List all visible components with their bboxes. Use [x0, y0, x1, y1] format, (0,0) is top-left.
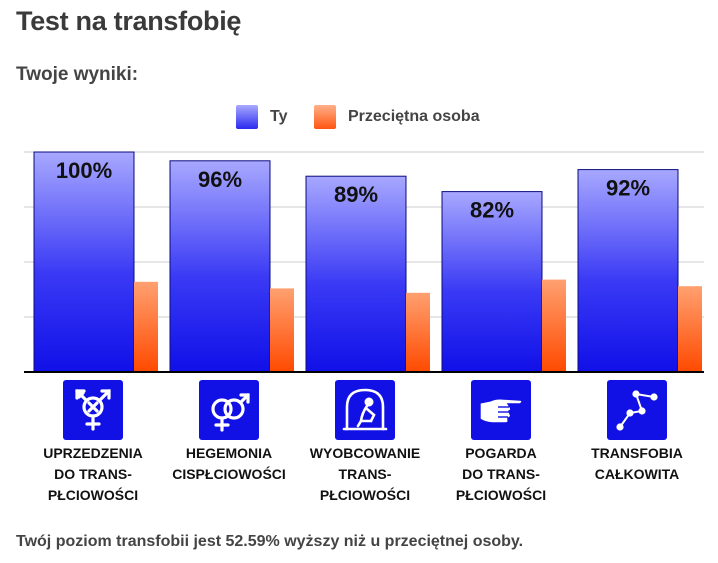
legend-swatch-you [236, 105, 258, 129]
bar-average-3 [406, 292, 430, 372]
legend-label-average: Przeciętna osoba [348, 108, 480, 125]
bar-you-value-3: 89% [334, 182, 378, 207]
bar-average-4 [542, 279, 566, 372]
bar-you-value-1: 100% [56, 158, 112, 183]
bar-you-4 [441, 191, 543, 373]
bar-average-1 [134, 281, 158, 372]
pointing-hand-icon [471, 380, 531, 440]
category-label-1: UPRZEDZENIA DO TRANS- PŁCIOWOŚCI [43, 445, 143, 503]
chart-gridlines [24, 151, 704, 318]
isolated-person-icon [335, 380, 395, 440]
summary-text: Twój poziom transfobii jest 52.59% wyższ… [16, 533, 524, 550]
bar-average-5 [678, 286, 702, 372]
bar-you-2 [169, 160, 271, 373]
category-label-2: HEGEMONIA CISPŁCIOWOŚCI [172, 445, 286, 482]
bar-you-value-5: 92% [606, 176, 650, 201]
bar-you-3 [305, 175, 407, 373]
bar-you-5 [577, 169, 679, 373]
chart-bars [33, 151, 702, 373]
page-title: Test na transfobię [16, 6, 242, 36]
bar-average-2 [270, 288, 294, 372]
bar-you-value-2: 96% [198, 167, 242, 192]
bar-you-1 [33, 151, 135, 373]
interlocked-gender-symbols-icon [199, 380, 259, 440]
constellation-icon [607, 380, 667, 440]
legend-item-average: Przeciętna osoba [314, 104, 480, 130]
category-label-5: TRANSFOBIA CAŁKOWITA [591, 445, 683, 482]
chart-legend: Ty Przeciętna osoba [0, 104, 718, 130]
legend-label-you: Ty [270, 108, 288, 125]
results-heading: Twoje wyniki: [16, 64, 139, 85]
chart-data-labels: 100% 96% 89% 82% 92% [56, 158, 650, 223]
legend-swatch-average [314, 105, 336, 129]
transgender-symbol-icon [63, 380, 123, 440]
category-label-4: POGARDA DO TRANS- PŁCIOWOŚCI [455, 445, 547, 503]
category-label-3: WYOBCOWANIE TRANS- PŁCIOWOŚCI [309, 445, 421, 503]
bar-you-value-4: 82% [470, 198, 514, 223]
legend-item-you: Ty [236, 104, 287, 130]
